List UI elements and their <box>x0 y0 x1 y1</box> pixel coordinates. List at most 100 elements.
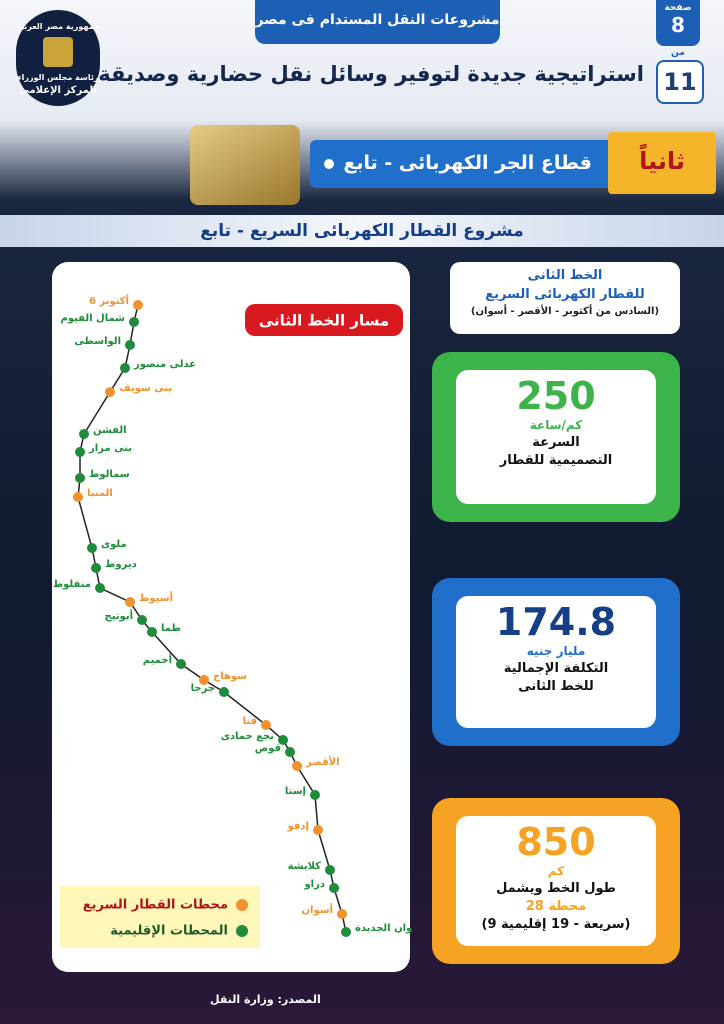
station-dot <box>313 825 323 835</box>
station-dot <box>341 927 351 937</box>
station-label: أسوان <box>302 903 334 916</box>
station-dot <box>137 615 147 625</box>
card: 850 كم طول الخط ويشمل 28 محطة (9 سريعة - 19 … <box>432 798 680 964</box>
station-dot <box>75 447 85 457</box>
legend-label: محطات القطار السريع <box>83 898 228 913</box>
source: المصدر: وزارة النقل <box>210 993 321 1006</box>
line-info-text: (السادس من أكتوبر - الأقصر - أسوان) <box>470 306 660 317</box>
card: 174.8 مليار جنيه التكلفة الإجمالية للخط الث… <box>432 578 680 746</box>
station-dot <box>147 627 157 637</box>
station-dot <box>120 363 130 373</box>
logo-text: رئاسة مجلس الوزراء <box>17 73 99 82</box>
station-label: منفلوط <box>53 579 91 590</box>
station-label: أسوان الجديدة <box>355 921 412 934</box>
station-label: دراو <box>303 879 325 890</box>
logo: جمهورية مصر العربية رئاسة مجلس الوزراء ا… <box>16 10 100 106</box>
station-dot <box>219 687 229 697</box>
series-title: مشروعات النقل المستدام فى مصر <box>255 12 500 28</box>
map-title-tag <box>245 304 403 336</box>
station-dot <box>261 720 271 730</box>
station-label: أخميم <box>143 653 172 666</box>
station-label: قوص <box>255 743 281 754</box>
station-label: الواسطى <box>74 336 121 347</box>
station-label: إسنا <box>285 786 306 797</box>
card-body: 850 كم طول الخط ويشمل 28 محطة (9 سريعة - 19 … <box>456 816 656 946</box>
subtitle-band: مشروع القطار الكهربائى السريع - تابع <box>0 215 724 247</box>
section-number: ثانياً <box>639 147 685 175</box>
station-dot <box>125 597 135 607</box>
legend-dot <box>236 925 248 937</box>
station-dot <box>87 543 97 553</box>
card-text: التصميمية للقطار <box>499 453 613 468</box>
station-dot <box>95 583 105 593</box>
card-text: (9 سريعة - 19 إقليمية) <box>481 917 631 932</box>
of-label: من <box>671 48 685 58</box>
station-dot <box>278 735 288 745</box>
series-banner: مشروعات النقل المستدام فى مصر <box>255 0 500 44</box>
station-label: أبوتيج <box>105 609 134 622</box>
line-info-text: الخط الثانى <box>527 268 603 283</box>
line-info-text: للقطار الكهربائى السريع <box>485 287 645 302</box>
station-label: جرجا <box>191 683 215 694</box>
page-box: صفحة 8 <box>656 0 700 46</box>
station-label: ملوى <box>101 539 127 550</box>
card-unit: كم <box>547 864 565 878</box>
station-dot <box>129 317 139 327</box>
station-dot <box>176 659 186 669</box>
card-value: 850 <box>516 820 596 864</box>
legend-dot <box>236 899 248 911</box>
station-label: أسيوط <box>139 591 173 604</box>
page-label: صفحة <box>664 3 692 13</box>
route-map: مسار الخط الثانى 6 أكتوبر شمال الفيوم الوا… <box>52 262 412 972</box>
station-dot <box>105 387 115 397</box>
station-dot <box>75 473 85 483</box>
logo-text: المركز الإعلامى <box>19 85 97 96</box>
station-label: ديروط <box>105 559 137 570</box>
station-dot <box>292 761 302 771</box>
station-dot <box>285 747 295 757</box>
map-panel <box>52 262 410 972</box>
station-dot <box>325 865 335 875</box>
legend-box <box>60 886 260 948</box>
station-label: الفشن <box>93 425 127 436</box>
section-title: قطاع الجر الكهربائى - تابع <box>343 152 592 174</box>
station-label: بنى سويف <box>119 383 172 394</box>
subtitle: مشروع القطار الكهربائى السريع - تابع <box>200 221 524 241</box>
card-value: 250 <box>516 374 596 418</box>
page-title: استراتيجية جديدة لتوفير وسائل نقل حضارية… <box>36 62 644 86</box>
card-text: التكلفة الإجمالية <box>503 661 609 676</box>
station-label: كلابشة <box>288 861 322 872</box>
train-illustration <box>190 125 300 205</box>
card-text: للخط الثانى <box>518 679 594 694</box>
card-value: 174.8 <box>495 600 617 644</box>
station-label: سمالوط <box>89 469 130 480</box>
card-text: طول الخط ويشمل <box>496 881 616 896</box>
total-pages: 11 <box>656 60 704 104</box>
page-number: 8 <box>671 13 685 37</box>
station-label: بنى مزار <box>88 443 132 454</box>
card-body: 174.8 مليار جنيه التكلفة الإجمالية للخط الث… <box>456 596 656 728</box>
route: 6 أكتوبر شمال الفيوم الواسطى عدلى منصور بنى … <box>53 294 412 939</box>
station-label: نجع حمادى <box>221 731 274 742</box>
station-label: المنيا <box>87 488 113 499</box>
bullet <box>324 159 334 169</box>
station-label: طما <box>161 623 181 634</box>
station-label: الأقصر <box>305 755 340 768</box>
card: 250 كم/ساعة السرعة التصميمية للقطار <box>432 352 680 522</box>
logo-emblem <box>43 37 73 67</box>
station-label: 6 أكتوبر <box>89 294 129 307</box>
station-dot <box>337 909 347 919</box>
section-bar: قطاع الجر الكهربائى - تابع <box>310 140 610 188</box>
line-info: الخط الثانى للقطار الكهربائى السريع (الس… <box>450 262 680 334</box>
station-label: سوهاج <box>213 671 247 682</box>
station-dot <box>199 675 209 685</box>
route-line <box>77 304 347 933</box>
card-body: 250 كم/ساعة السرعة التصميمية للقطار <box>456 370 656 504</box>
station-dot <box>79 429 89 439</box>
station-dot <box>91 563 101 573</box>
station-dot <box>73 492 83 502</box>
station-label: إدفو <box>287 821 309 832</box>
station-dot <box>133 300 143 310</box>
logo-text: جمهورية مصر العربية <box>16 22 100 31</box>
card-text: السرعة <box>532 435 580 450</box>
